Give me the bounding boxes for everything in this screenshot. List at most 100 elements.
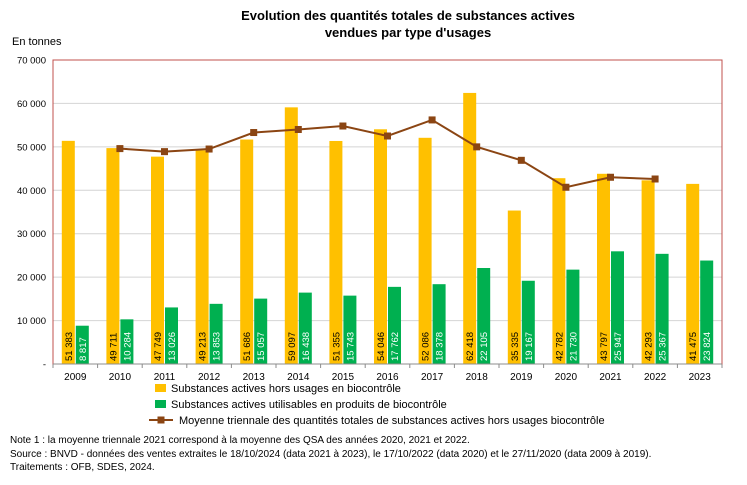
- note-treatments: Traitements : OFB, SDES, 2024.: [10, 462, 155, 473]
- legend-label: Substances actives utilisables en produi…: [171, 399, 447, 411]
- notes: Note 1 : la moyenne triennale 2021 corre…: [10, 434, 651, 475]
- data-label-biocontrole: 13 853: [212, 332, 223, 361]
- average-marker: [161, 148, 168, 156]
- legend-line-marker: [157, 416, 165, 424]
- bar-biocontrole: [254, 298, 268, 364]
- bar-hors-biocontrole: [284, 107, 298, 365]
- y-tick-label: 40 000: [17, 186, 46, 197]
- data-label-hors-biocontrole: 62 418: [465, 332, 476, 361]
- data-label-biocontrole: 17 762: [390, 332, 401, 361]
- y-tick-label: 60 000: [17, 99, 46, 110]
- bar-biocontrole: [298, 292, 312, 364]
- chart-title-line: vendues par type d'usages: [325, 25, 491, 40]
- bar-hors-biocontrole: [686, 183, 700, 364]
- y-tick-label: 10 000: [17, 316, 46, 327]
- bar-biocontrole: [75, 325, 89, 364]
- x-tick-label: 2013: [243, 372, 266, 383]
- bar-biocontrole: [209, 303, 223, 364]
- x-tick-label: 2011: [154, 372, 176, 383]
- data-label-hors-biocontrole: 42 782: [554, 332, 565, 361]
- average-marker: [294, 125, 302, 133]
- bar-biocontrole: [655, 253, 669, 364]
- y-tick-label: 50 000: [17, 142, 46, 153]
- data-label-biocontrole: 8 817: [78, 337, 89, 361]
- bar-biocontrole: [120, 319, 134, 364]
- data-label-hors-biocontrole: 59 097: [287, 332, 298, 361]
- legend-swatch: [155, 384, 166, 392]
- bar-biocontrole: [477, 268, 491, 364]
- bar-hors-biocontrole: [641, 180, 655, 364]
- x-tick-label: 2018: [466, 372, 489, 383]
- average-marker: [607, 173, 614, 181]
- average-marker: [562, 183, 570, 191]
- bar-biocontrole: [521, 280, 535, 364]
- data-label-biocontrole: 18 378: [435, 332, 446, 361]
- legend-swatch: [155, 400, 166, 408]
- average-marker: [339, 122, 347, 130]
- x-tick-label: 2022: [644, 372, 667, 383]
- bar-biocontrole: [343, 295, 357, 364]
- chart: Evolution des quantités totales de subst…: [12, 8, 723, 427]
- bar-biocontrole: [700, 260, 714, 364]
- data-label-biocontrole: 23 824: [702, 332, 713, 361]
- data-label-biocontrole: 19 167: [524, 332, 535, 361]
- x-tick-label: 2012: [198, 372, 221, 383]
- data-label-biocontrole: 15 743: [345, 332, 356, 361]
- x-tick-label: 2020: [555, 372, 578, 383]
- data-label-hors-biocontrole: 49 213: [198, 332, 209, 361]
- data-label-hors-biocontrole: 41 475: [688, 332, 699, 361]
- bar-biocontrole: [611, 251, 624, 364]
- data-label-hors-biocontrole: 49 711: [108, 333, 119, 361]
- average-marker: [517, 156, 525, 164]
- y-tick-label: 20 000: [17, 273, 46, 284]
- x-tick-label: 2021: [599, 372, 622, 383]
- x-tick-label: 2014: [287, 372, 310, 383]
- y-tick-label: -: [43, 360, 46, 371]
- x-tick-label: 2015: [332, 372, 355, 383]
- data-label-biocontrole: 15 057: [256, 332, 267, 361]
- bar-hors-biocontrole: [374, 129, 387, 364]
- data-label-hors-biocontrole: 51 383: [64, 332, 75, 361]
- bar-hors-biocontrole: [507, 210, 521, 364]
- bar-hors-biocontrole: [418, 137, 432, 364]
- x-tick-label: 2010: [109, 372, 132, 383]
- data-label-biocontrole: 25 947: [613, 332, 624, 361]
- note-source: Source : BNVD - données des ventes extra…: [10, 448, 652, 460]
- data-label-biocontrole: 25 367: [658, 332, 669, 361]
- bar-hors-biocontrole: [195, 150, 209, 364]
- bar-hors-biocontrole: [240, 139, 254, 364]
- x-tick-label: 2016: [376, 372, 399, 383]
- legend-label: Substances actives hors usages en biocon…: [171, 383, 401, 395]
- x-tick-label: 2023: [689, 372, 712, 383]
- bar-biocontrole: [566, 269, 580, 364]
- average-marker: [428, 116, 436, 124]
- average-marker: [116, 145, 124, 153]
- bar-biocontrole: [388, 286, 401, 364]
- x-tick-label: 2009: [64, 372, 87, 383]
- average-marker: [205, 145, 213, 153]
- data-label-hors-biocontrole: 52 086: [421, 332, 432, 361]
- data-label-hors-biocontrole: 42 293: [644, 332, 655, 361]
- bar-hors-biocontrole: [463, 92, 477, 364]
- bar-hors-biocontrole: [151, 156, 164, 364]
- data-label-hors-biocontrole: 43 797: [599, 332, 610, 361]
- data-label-biocontrole: 13 026: [167, 332, 178, 361]
- average-marker: [651, 175, 659, 183]
- y-axis-label: En tonnes: [12, 36, 62, 48]
- bar-hors-biocontrole: [329, 140, 343, 364]
- bar-biocontrole: [432, 284, 446, 364]
- bar-biocontrole: [165, 307, 178, 364]
- data-label-biocontrole: 21 730: [568, 332, 579, 361]
- data-label-hors-biocontrole: 47 749: [153, 332, 164, 361]
- x-tick-label: 2019: [510, 372, 533, 383]
- bar-hors-biocontrole: [106, 148, 120, 364]
- y-tick-label: 30 000: [17, 229, 46, 240]
- data-label-biocontrole: 22 105: [479, 332, 490, 361]
- data-label-hors-biocontrole: 51 355: [331, 332, 342, 361]
- data-label-hors-biocontrole: 54 046: [376, 332, 387, 361]
- legend-label: Moyenne triennale des quantités totales …: [179, 415, 605, 427]
- bar-hors-biocontrole: [552, 178, 566, 364]
- data-label-hors-biocontrole: 35 335: [510, 332, 521, 361]
- chart-title-line: Evolution des quantités totales de subst…: [241, 8, 575, 23]
- y-tick-label: 70 000: [17, 56, 46, 67]
